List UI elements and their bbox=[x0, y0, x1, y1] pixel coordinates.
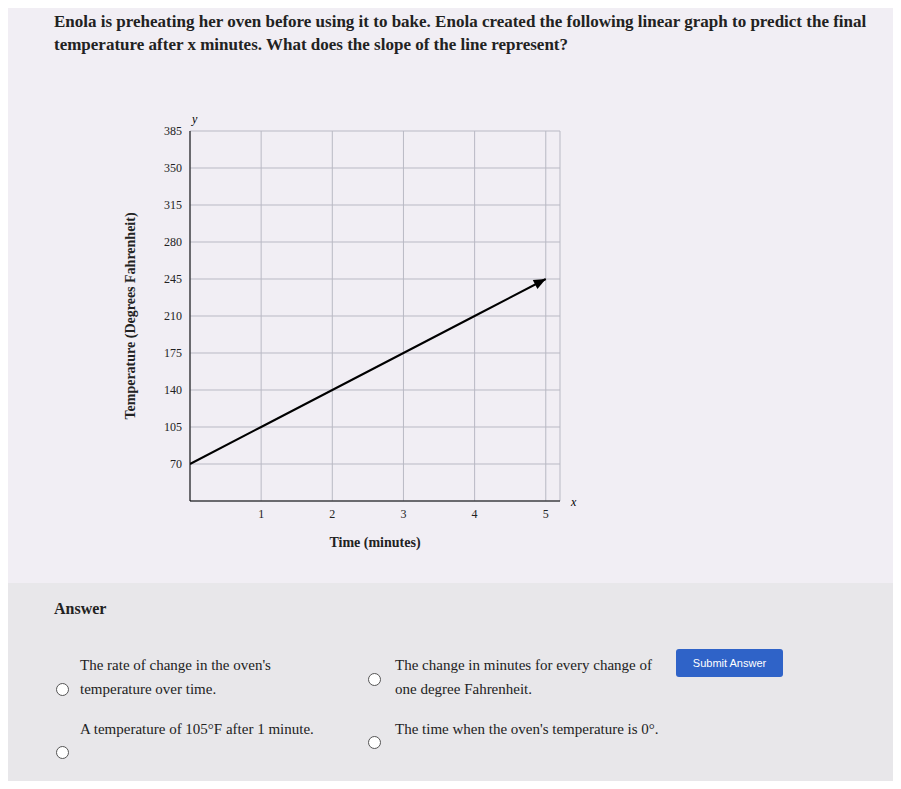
html-text:The change in minutes for ever: The change in minutes for every change o… bbox=[395, 657, 652, 697]
svg-text:105: 105 bbox=[164, 420, 182, 434]
svg-text:140: 140 bbox=[164, 383, 182, 397]
svg-text:245: 245 bbox=[164, 272, 182, 286]
svg-text:210: 210 bbox=[164, 309, 182, 323]
svg-text:315: 315 bbox=[164, 198, 182, 212]
svg-text:Time (minutes): Time (minutes) bbox=[329, 535, 420, 551]
svg-text:280: 280 bbox=[164, 235, 182, 249]
svg-text:350: 350 bbox=[164, 161, 182, 175]
svg-text:5: 5 bbox=[543, 507, 549, 521]
html-text:y: y bbox=[192, 112, 198, 126]
svg-text:4: 4 bbox=[472, 507, 478, 521]
svg-text:70: 70 bbox=[170, 457, 182, 471]
html-text:Submit Answer: Submit Answer bbox=[692, 657, 767, 669]
html-text:x: x bbox=[571, 495, 577, 509]
svg-text:3: 3 bbox=[400, 507, 406, 521]
svg-text:Temperature (Degrees Fahrenhei: Temperature (Degrees Fahrenheit) bbox=[123, 212, 139, 419]
svg-text:1: 1 bbox=[258, 507, 264, 521]
html-text:Answer: Answer bbox=[54, 600, 107, 617]
svg-text:175: 175 bbox=[164, 346, 182, 360]
html-text:A temperature of 105°F after 1: A temperature of 105°F after 1 minute. bbox=[80, 721, 314, 737]
html-text:The time when the oven's tempe: The time when the oven's temperature is … bbox=[395, 721, 659, 737]
svg-text:385: 385 bbox=[164, 124, 182, 138]
html-text:The rate of change in the oven: The rate of change in the oven's tempera… bbox=[80, 657, 271, 697]
html-text:Enola is preheating her oven b: Enola is preheating her oven before usin… bbox=[54, 12, 867, 54]
svg-text:2: 2 bbox=[329, 507, 335, 521]
